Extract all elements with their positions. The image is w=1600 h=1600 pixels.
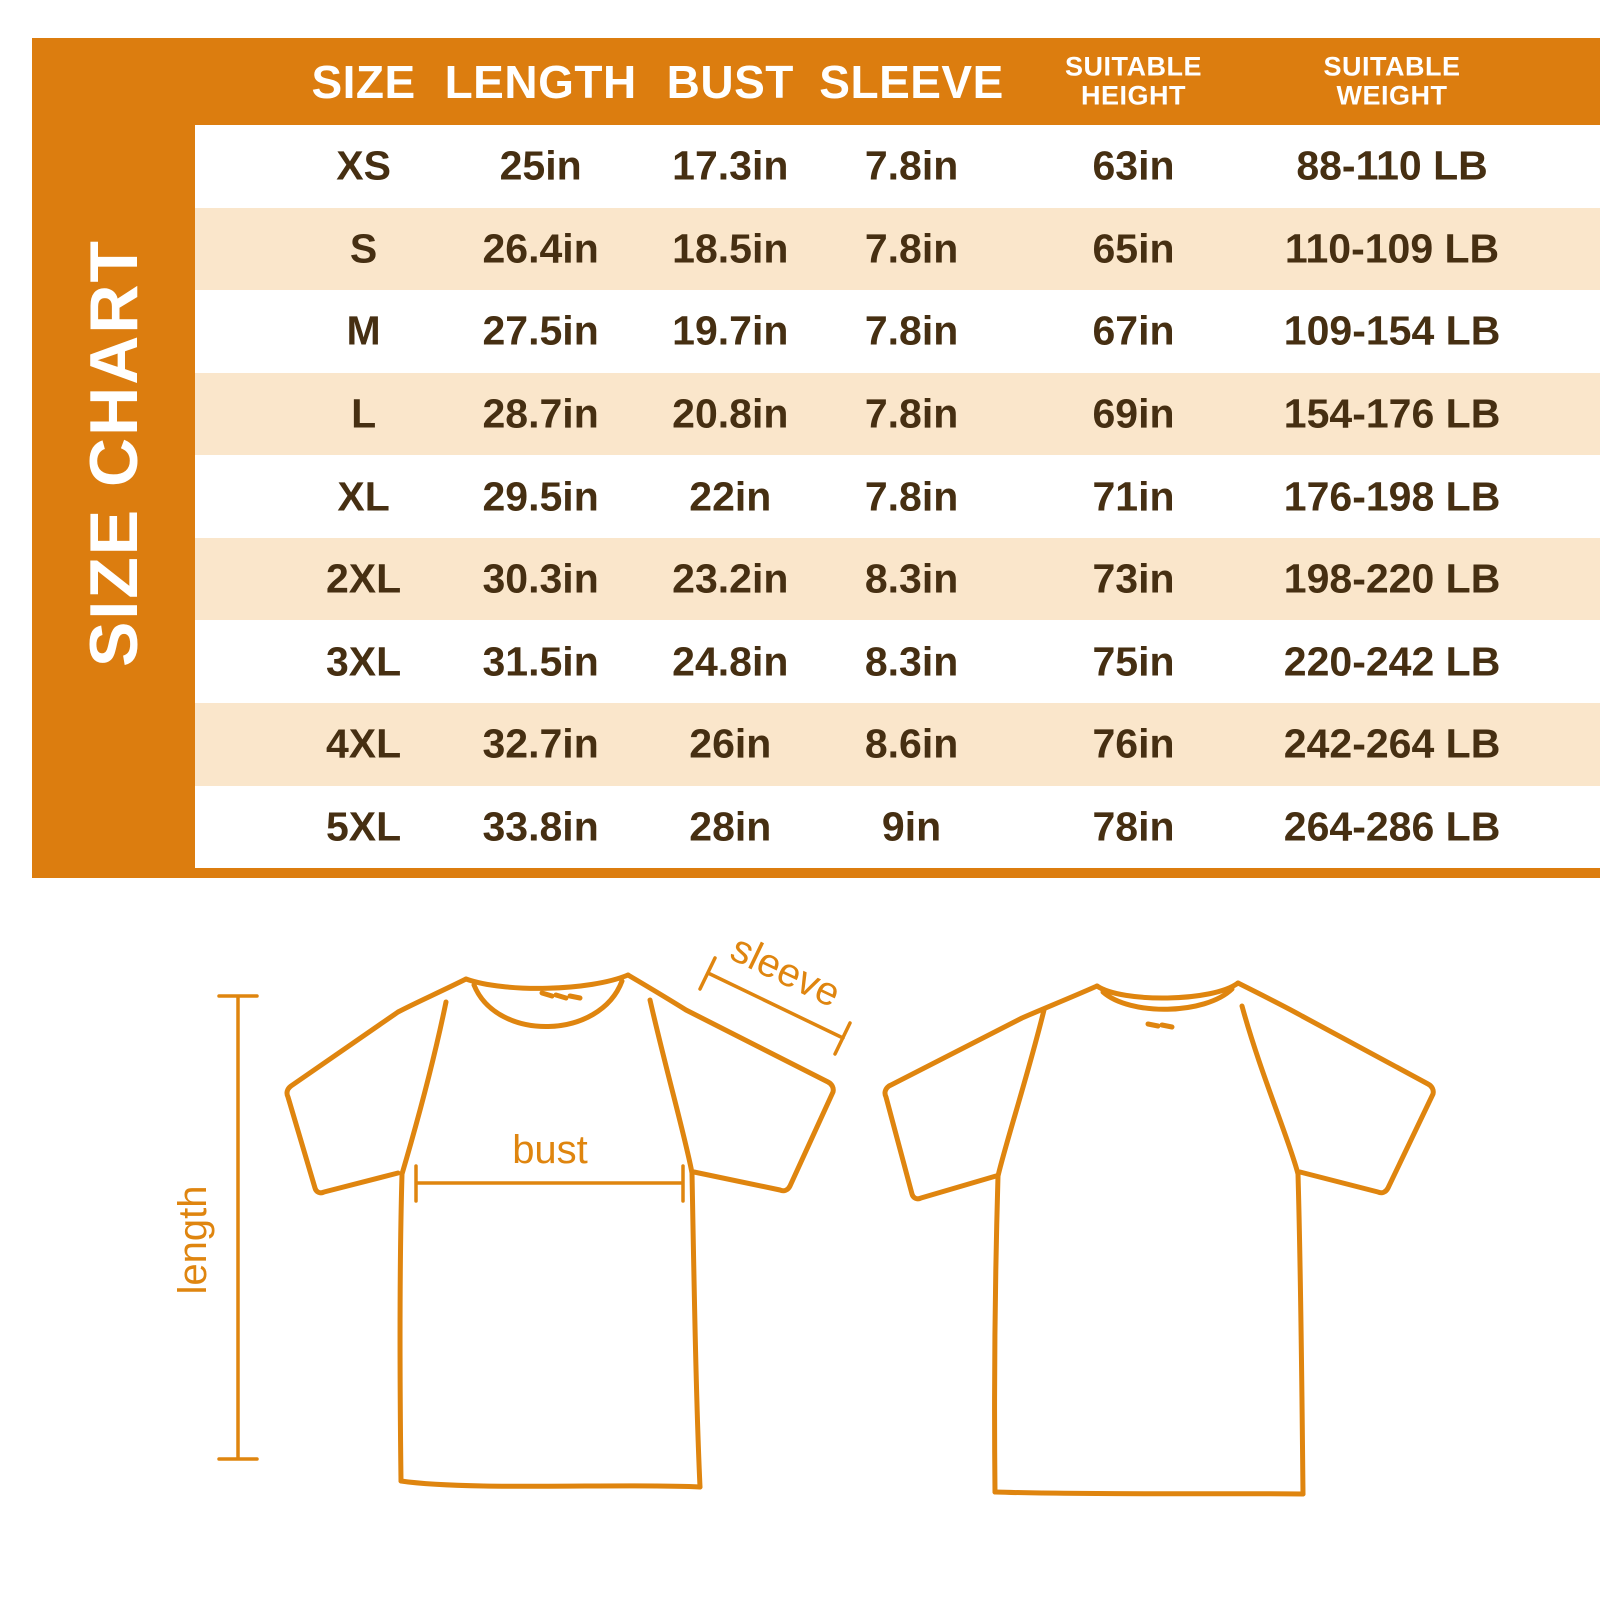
cell-size: 3XL: [325, 638, 402, 685]
cell-bust: 17.3in: [672, 142, 789, 189]
cell-weight: 109-154 LB: [1283, 307, 1501, 354]
cell-size: 2XL: [325, 555, 402, 602]
table-row-3xl: 3XL 31.5in 24.8in 8.3in 75in 220-242 LB: [195, 620, 1600, 703]
cell-sleeve: 7.8in: [864, 390, 959, 437]
cell-length: 29.5in: [482, 473, 599, 520]
cell-height: 69in: [1092, 390, 1175, 437]
cell-weight: 198-220 LB: [1283, 555, 1501, 602]
cell-height: 75in: [1092, 638, 1175, 685]
cell-length: 27.5in: [482, 307, 599, 354]
table-body: XS 25in 17.3in 7.8in 63in 88-110 LB S 26.4in 18.…: [195, 125, 1600, 869]
cell-weight: 264-286 LB: [1283, 803, 1501, 850]
sidebar-title: SIZE CHART: [75, 239, 152, 667]
cell-size: M: [346, 307, 381, 354]
cell-sleeve: 8.3in: [864, 638, 959, 685]
table-row-m: M 27.5in 19.7in 7.8in 67in 109-154 LB: [195, 290, 1600, 373]
table-row-l: L 28.7in 20.8in 7.8in 69in 154-176 LB: [195, 372, 1600, 456]
table-row-4xl: 4XL 32.7in 26in 8.6in 76in 242-264 LB: [195, 702, 1600, 786]
cell-sleeve: 7.8in: [864, 473, 959, 520]
cell-size: XS: [336, 142, 391, 189]
column-header-height: SUITABLE HEIGHT: [1065, 50, 1203, 111]
tshirt-front-outline: [284, 972, 836, 1490]
table-header-row: SIZE LENGTH BUST SLEEVE SUITABLE HEIGHT SUITAB…: [195, 38, 1600, 125]
cell-sleeve: 8.6in: [864, 720, 959, 767]
cell-size: S: [349, 225, 378, 272]
cell-sleeve: 7.8in: [864, 142, 959, 189]
cell-height: 71in: [1092, 473, 1175, 520]
bust-measure-line: bust: [414, 1128, 685, 1203]
cell-height: 73in: [1092, 555, 1175, 602]
tshirt-back-outline: [882, 980, 1436, 1497]
column-header-length: LENGTH: [444, 55, 637, 108]
column-header-sleeve: SLEEVE: [819, 55, 1004, 108]
table-row-5xl: 5XL 33.8in 28in 9in 78in 264-286 LB: [195, 785, 1600, 869]
sleeve-measure-line: sleeve: [698, 930, 852, 1056]
cell-height: 76in: [1092, 720, 1175, 767]
bust-label: bust: [512, 1128, 588, 1172]
cell-weight: 242-264 LB: [1283, 720, 1501, 767]
cell-length: 25in: [499, 142, 582, 189]
cell-height: 67in: [1092, 307, 1175, 354]
cell-length: 33.8in: [482, 803, 599, 850]
cell-height: 63in: [1092, 142, 1175, 189]
cell-sleeve: 8.3in: [864, 555, 959, 602]
cell-length: 30.3in: [482, 555, 599, 602]
cell-size: 5XL: [325, 803, 402, 850]
cell-bust: 19.7in: [672, 307, 789, 354]
cell-weight: 176-198 LB: [1283, 473, 1501, 520]
cell-size: 4XL: [325, 720, 402, 767]
cell-sleeve: 7.8in: [864, 225, 959, 272]
cell-bust: 23.2in: [672, 555, 789, 602]
cell-weight: 220-242 LB: [1283, 638, 1501, 685]
cell-length: 32.7in: [482, 720, 599, 767]
cell-size: L: [351, 390, 377, 437]
cell-sleeve: 9in: [881, 803, 942, 850]
length-label: length: [171, 1186, 215, 1295]
sidebar: SIZE CHART: [32, 38, 195, 868]
cell-bust: 22in: [689, 473, 772, 520]
cell-size: XL: [337, 473, 390, 520]
length-measure-line: length: [171, 994, 259, 1461]
cell-bust: 28in: [689, 803, 772, 850]
cell-sleeve: 7.8in: [864, 307, 959, 354]
table-row-xl: XL 29.5in 22in 7.8in 71in 176-198 LB: [195, 455, 1600, 538]
measurement-diagram: length bust sleeve: [171, 930, 1436, 1497]
size-chart-table-frame: SIZE CHART SIZE LENGTH BUST SLEEVE SUITABLE H…: [32, 38, 1600, 878]
cell-height: 78in: [1092, 803, 1175, 850]
cell-bust: 26in: [689, 720, 772, 767]
cell-length: 28.7in: [482, 390, 599, 437]
cell-length: 31.5in: [482, 638, 599, 685]
cell-bust: 20.8in: [672, 390, 789, 437]
table-row-xs: XS 25in 17.3in 7.8in 63in 88-110 LB: [195, 125, 1600, 208]
column-header-size: SIZE: [311, 55, 416, 108]
cell-weight: 88-110 LB: [1296, 142, 1488, 189]
table-row-s: S 26.4in 18.5in 7.8in 65in 110-109 LB: [195, 207, 1600, 291]
cell-weight: 154-176 LB: [1283, 390, 1501, 437]
column-header-bust: BUST: [666, 55, 794, 108]
cell-bust: 18.5in: [672, 225, 789, 272]
table-row-2xl: 2XL 30.3in 23.2in 8.3in 73in 198-220 LB: [195, 537, 1600, 621]
cell-length: 26.4in: [482, 225, 599, 272]
sleeve-label: sleeve: [724, 930, 847, 1016]
cell-weight: 110-109 LB: [1284, 225, 1500, 272]
column-header-weight: SUITABLE WEIGHT: [1323, 50, 1461, 111]
cell-height: 65in: [1092, 225, 1175, 272]
cell-bust: 24.8in: [672, 638, 789, 685]
